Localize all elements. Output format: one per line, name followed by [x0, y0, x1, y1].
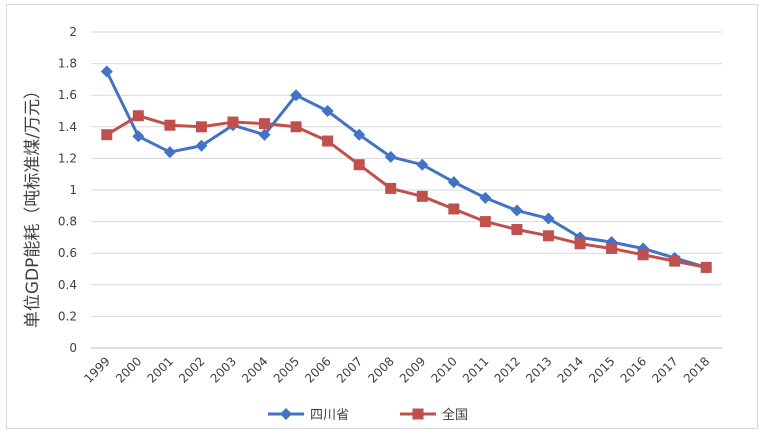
x-tick-label: 2017	[649, 354, 680, 385]
data-point	[700, 261, 712, 273]
data-point	[101, 129, 113, 141]
x-axis-ticks: 1999 2000 2001 2002 2003 2004 2005 2006 2007 2008…	[81, 354, 712, 385]
data-point	[384, 150, 397, 163]
y-tick-label: 1.2	[58, 151, 77, 165]
y-tick-label: 1.4	[58, 120, 77, 134]
data-point	[322, 135, 334, 147]
data-point	[259, 118, 271, 130]
x-tick-label: 2010	[428, 354, 459, 385]
data-point	[479, 216, 491, 228]
x-tick-label: 2001	[144, 354, 175, 385]
data-point	[164, 119, 176, 131]
y-tick-label: 0.8	[58, 215, 77, 229]
data-point	[258, 128, 271, 141]
x-tick-label: 2004	[239, 354, 270, 385]
data-point	[416, 190, 428, 202]
y-axis-ticks: 0 0.2 0.4 0.6 0.8 1 1.2 1.4 1.6 1.8 2	[58, 25, 77, 355]
x-tick-label: 2013	[523, 354, 554, 385]
legend-marker	[412, 408, 424, 420]
data-point	[510, 204, 523, 217]
x-tick-label: 2005	[271, 354, 302, 385]
data-point	[321, 105, 334, 117]
x-tick-label: 2002	[176, 354, 207, 385]
x-tick-label: 2006	[302, 354, 333, 385]
x-tick-label: 2018	[681, 354, 712, 385]
data-point	[353, 128, 366, 141]
data-point	[163, 146, 176, 159]
x-tick-label: 1999	[81, 354, 112, 385]
data-point	[542, 230, 554, 242]
y-tick-label: 0.4	[58, 278, 77, 292]
data-point	[385, 182, 397, 194]
data-point	[132, 110, 144, 122]
y-tick-label: 1	[69, 183, 77, 197]
x-tick-label: 2012	[492, 354, 523, 385]
data-point	[195, 121, 207, 133]
data-point	[479, 191, 492, 204]
gridlines	[91, 31, 722, 317]
x-tick-label: 2014	[555, 354, 586, 385]
data-point	[542, 212, 555, 225]
x-tick-label: 2000	[113, 354, 144, 385]
data-point	[447, 176, 460, 189]
data-point	[290, 121, 302, 133]
legend: 四川省 全国	[268, 407, 468, 423]
data-point	[132, 130, 145, 143]
data-point	[637, 249, 649, 261]
data-point	[195, 139, 208, 152]
legend-label: 四川省	[310, 408, 349, 423]
x-tick-label: 2007	[334, 354, 365, 385]
y-tick-label: 1.8	[58, 57, 77, 71]
data-point	[511, 224, 523, 235]
x-tick-label: 2003	[208, 354, 239, 385]
y-tick-label: 1.6	[58, 88, 77, 102]
data-point	[574, 238, 586, 250]
y-axis-label: 单位GDP能耗（吨标准煤/万元）	[23, 82, 43, 328]
y-tick-label: 2	[69, 25, 77, 39]
data-point	[353, 159, 365, 171]
data-point	[416, 158, 429, 171]
x-tick-label: 2016	[618, 354, 649, 385]
x-tick-label: 2011	[460, 354, 491, 385]
data-point	[227, 116, 239, 128]
data-point	[290, 89, 303, 102]
series-markers	[100, 65, 713, 274]
y-tick-label: 0	[69, 341, 77, 355]
chart-frame	[6, 4, 758, 429]
data-point	[606, 242, 618, 254]
y-tick-label: 0.6	[58, 246, 77, 260]
series-lines	[105, 70, 707, 269]
x-tick-label: 2009	[397, 354, 428, 385]
data-point	[448, 203, 460, 215]
y-tick-label: 0.2	[58, 309, 77, 323]
series-line-0	[105, 70, 707, 269]
x-tick-label: 2015	[586, 354, 617, 385]
data-point	[669, 255, 681, 267]
legend-label: 全国	[442, 407, 468, 423]
data-point	[100, 65, 113, 78]
x-tick-label: 2008	[365, 354, 396, 385]
legend-marker	[280, 408, 292, 420]
